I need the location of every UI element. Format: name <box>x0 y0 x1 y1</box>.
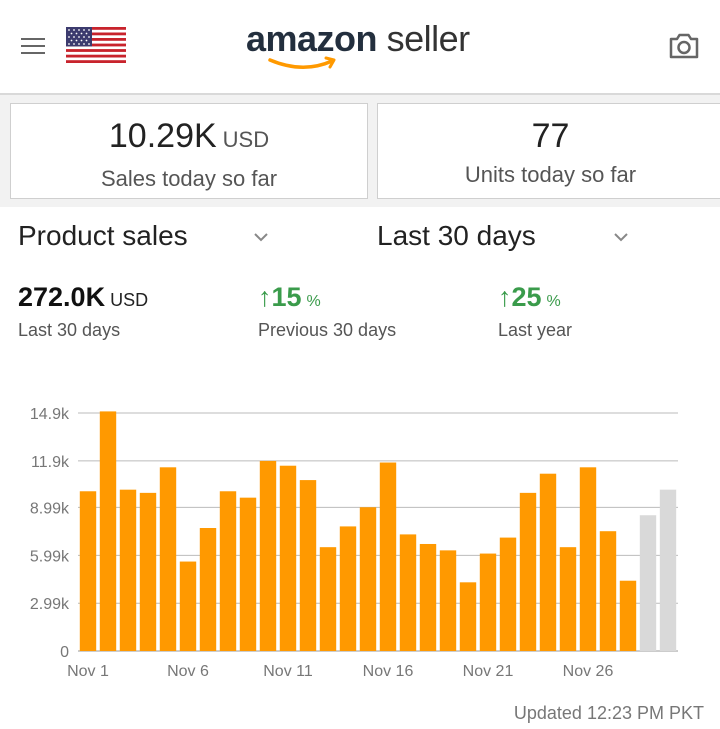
period-dropdown[interactable]: Last 30 days <box>377 220 536 251</box>
sales-today-label: Sales today so far <box>100 166 278 191</box>
updated-timestamp: Updated 12:23 PM PKT <box>513 703 704 723</box>
chart-bar <box>579 467 597 651</box>
arrow-up-icon: ↑ <box>498 282 512 312</box>
x-tick-label: Nov 6 <box>167 663 209 680</box>
total-sales-label: Last 30 days <box>18 320 121 340</box>
sales-today-unit: USD <box>222 127 270 152</box>
chart-bar <box>339 526 357 651</box>
chart-bar <box>439 550 457 651</box>
chart-bar <box>479 553 497 651</box>
x-tick-label: Nov 16 <box>363 663 414 680</box>
chevron-down-icon[interactable] <box>614 230 628 244</box>
y-tick-label: 5.99k <box>30 548 70 565</box>
product-sales-chart: 0 2.99k 5.99k 8.99k 11.9k 14.9k Nov 1 Nov 6 Nov … <box>30 406 678 680</box>
chart-bar <box>639 515 657 651</box>
chart-bar <box>459 582 477 651</box>
chart-bar <box>179 561 197 651</box>
chart-bar <box>399 534 417 651</box>
arrow-up-icon: ↑ <box>258 282 272 312</box>
total-sales-stat: 272.0K USD <box>18 282 148 313</box>
units-today-value: 77 <box>531 117 570 155</box>
x-tick-label: Nov 1 <box>67 663 109 680</box>
chart-bar <box>419 543 437 651</box>
app-header: amazon seller <box>0 0 720 95</box>
chart-bar <box>239 497 257 651</box>
chart-bar <box>159 467 177 651</box>
logo-brand: amazon <box>246 18 378 59</box>
chart-bar <box>279 465 297 651</box>
total-sales-value: 272.0K <box>18 282 106 312</box>
chart-bar <box>99 411 117 651</box>
chart-bar <box>139 492 157 651</box>
amazon-smile-icon <box>268 56 336 69</box>
chart-bar <box>379 462 397 651</box>
logo-suffix: seller <box>386 18 471 59</box>
previous-period-stat: ↑15% <box>258 282 321 313</box>
chart-bar <box>619 580 637 651</box>
last-year-label: Last year <box>498 320 573 340</box>
sales-today-value: 10.29K <box>108 117 217 155</box>
x-tick-label: Nov 26 <box>563 663 614 680</box>
last-year-stat: ↑25% <box>498 282 561 313</box>
chart-bar <box>539 473 557 651</box>
previous-period-unit: % <box>306 293 321 310</box>
units-today-label: Units today so far <box>464 162 637 187</box>
chart-bar <box>599 531 617 651</box>
amazon-seller-logo: amazon seller <box>246 18 486 78</box>
y-tick-label: 8.99k <box>30 500 70 517</box>
chart-bar <box>219 491 237 651</box>
last-year-unit: % <box>546 293 561 310</box>
x-tick-label: Nov 21 <box>463 663 514 680</box>
chart-bar <box>519 492 537 651</box>
chart-bar <box>299 480 317 651</box>
chart-bar <box>659 489 677 651</box>
x-tick-label: Nov 11 <box>263 663 313 680</box>
units-today-card[interactable]: 77 Units today so far <box>377 103 720 199</box>
sales-today-card[interactable]: 10.29K USD Sales today so far <box>10 103 368 199</box>
chart-bar <box>319 547 337 651</box>
camera-icon[interactable] <box>668 32 700 60</box>
previous-period-label: Previous 30 days <box>258 320 397 340</box>
chart-bar <box>559 547 577 651</box>
hamburger-menu-icon[interactable] <box>21 38 45 56</box>
metric-dropdown[interactable]: Product sales <box>18 220 188 251</box>
chart-bar <box>259 460 277 651</box>
y-tick-label: 14.9k <box>30 406 70 423</box>
chevron-down-icon[interactable] <box>254 230 268 244</box>
us-flag-icon[interactable] <box>66 27 126 63</box>
chart-bar <box>199 528 217 651</box>
y-tick-label: 2.99k <box>30 596 70 613</box>
y-tick-label: 11.9k <box>31 454 70 471</box>
previous-period-value: 15 <box>271 282 302 312</box>
total-sales-unit: USD <box>110 290 149 310</box>
chart-bar <box>119 489 137 651</box>
last-year-value: 25 <box>511 282 542 312</box>
y-tick-label: 0 <box>60 644 69 661</box>
chart-bar <box>359 507 377 651</box>
chart-bar <box>499 537 517 651</box>
chart-bar <box>79 491 97 651</box>
